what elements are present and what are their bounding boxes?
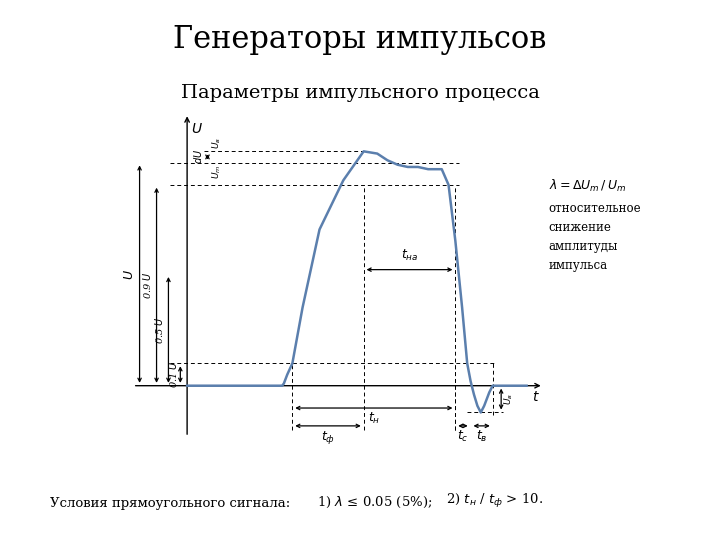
Text: импульса: импульса [549,259,608,272]
Text: $t_{ф}$: $t_{ф}$ [321,429,335,446]
Text: 1) $\lambda$ ≤ 0.05 (5%);: 1) $\lambda$ ≤ 0.05 (5%); [317,495,432,510]
Text: 0.1 $U$: 0.1 $U$ [166,361,179,388]
Text: $U_в$: $U_в$ [211,137,223,149]
Text: Параметры импульсного процесса: Параметры импульсного процесса [181,84,539,102]
Text: $dU$: $dU$ [192,150,204,165]
Text: $U$: $U$ [191,122,202,136]
Text: снижение: снижение [549,221,611,234]
Text: 0.5 $U$: 0.5 $U$ [153,316,165,343]
Text: Условия прямоугольного сигнала:: Условия прямоугольного сигнала: [50,497,291,510]
Text: $U$: $U$ [123,269,136,280]
Text: 2) $t_{н}$ / $t_{ф}$ > 10.: 2) $t_{н}$ / $t_{ф}$ > 10. [446,492,544,510]
Text: $t_{с}$: $t_{с}$ [457,429,469,444]
Text: $t$: $t$ [532,390,540,404]
Text: $t_{в}$: $t_{в}$ [476,429,487,444]
Text: $U_в$: $U_в$ [503,393,516,405]
Text: Генераторы импульсов: Генераторы импульсов [174,24,546,55]
Text: 0.9 $U$: 0.9 $U$ [141,272,153,299]
Text: $t_{н}$: $t_{н}$ [368,411,380,427]
Text: $t_{на}$: $t_{на}$ [401,248,418,263]
Text: относительное: относительное [549,202,642,215]
Text: амплитуды: амплитуды [549,240,618,253]
Text: $U_m$: $U_m$ [211,165,223,179]
Text: $\lambda = \Delta U_m\,/\,U_m$: $\lambda = \Delta U_m\,/\,U_m$ [549,178,626,194]
